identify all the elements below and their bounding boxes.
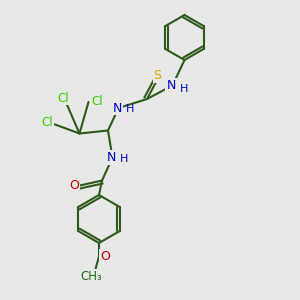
Text: Cl: Cl: [92, 94, 103, 108]
Text: Cl: Cl: [57, 92, 69, 105]
Text: N: N: [106, 151, 116, 164]
Text: O: O: [100, 250, 110, 263]
Text: S: S: [154, 69, 161, 82]
Text: N: N: [112, 101, 122, 115]
Text: Cl: Cl: [42, 116, 53, 130]
Text: O: O: [70, 179, 79, 192]
Text: H: H: [120, 154, 129, 164]
Text: N: N: [166, 79, 176, 92]
Text: H: H: [126, 104, 135, 115]
Text: H: H: [180, 83, 188, 94]
Text: CH₃: CH₃: [80, 270, 102, 283]
